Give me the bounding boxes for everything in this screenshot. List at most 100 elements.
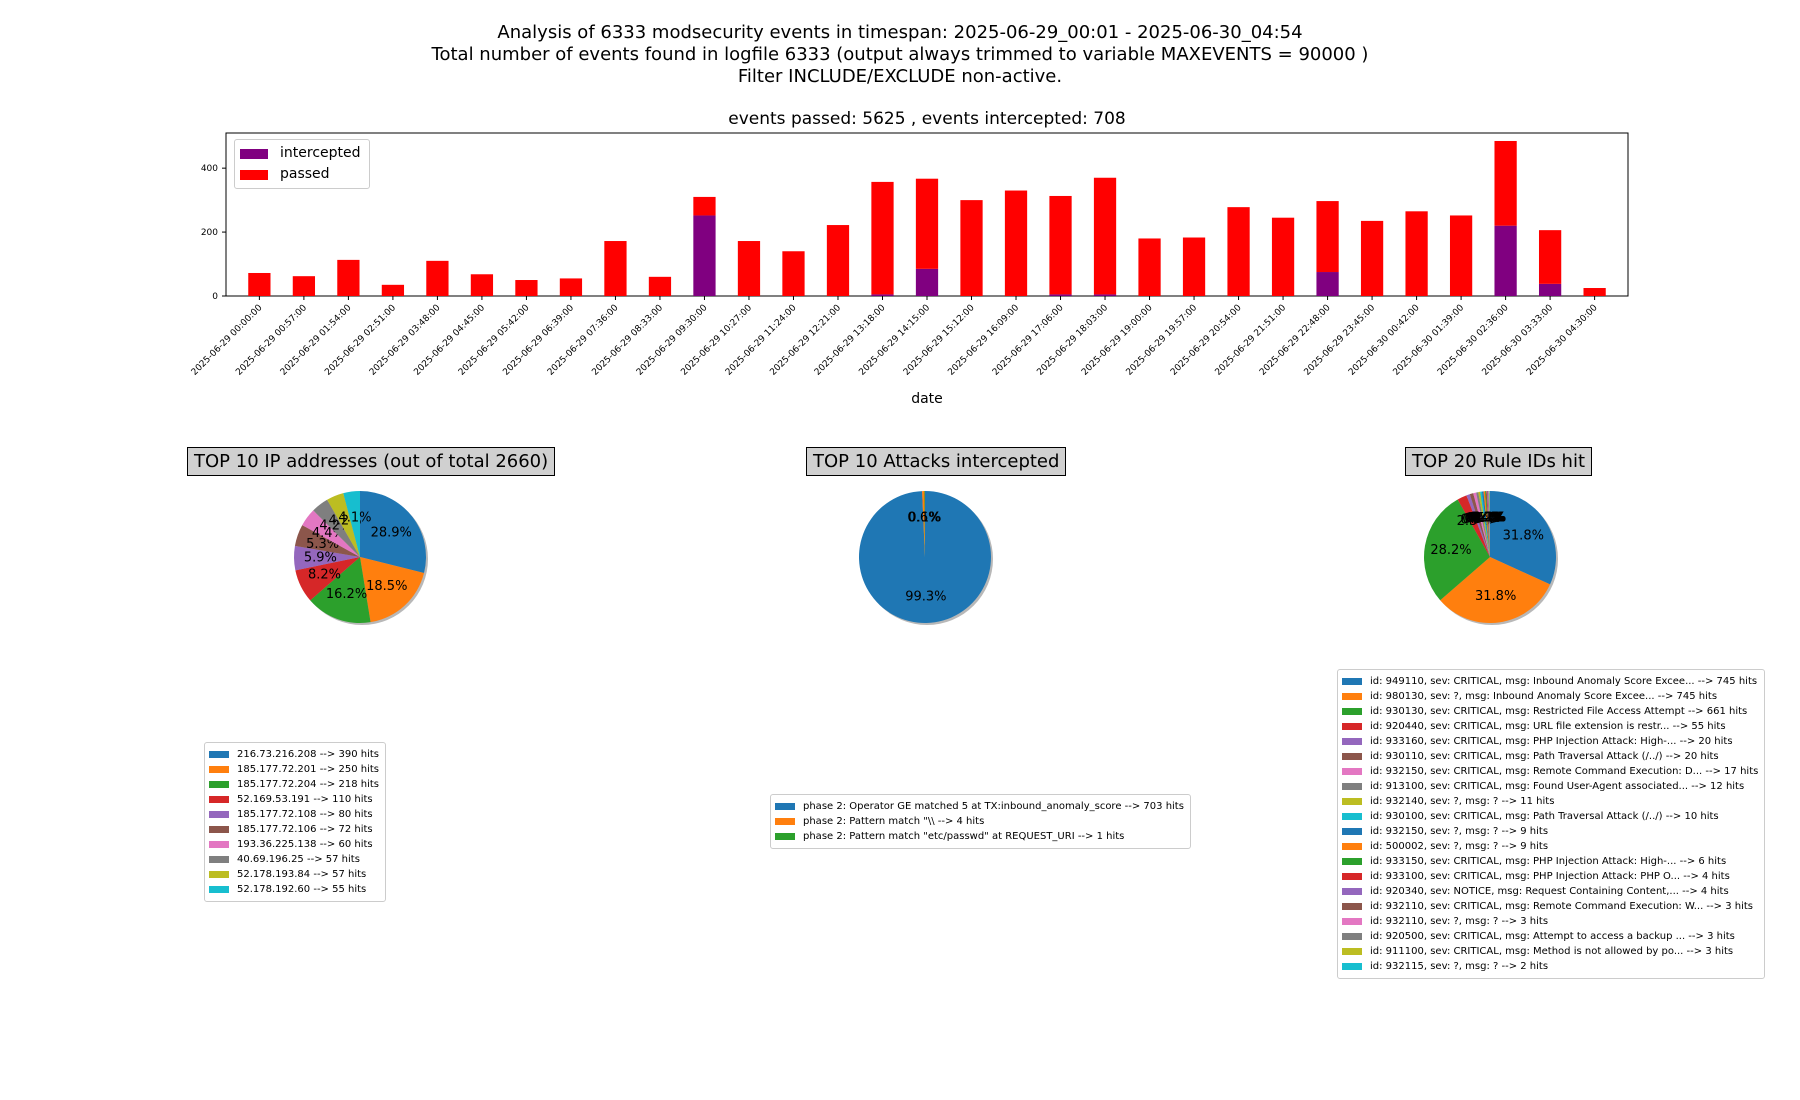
legend-entry: id: 920500, sev: CRITICAL, msg: Attempt … xyxy=(1342,929,1758,944)
legend-entry: id: 932115, sev: ?, msg: ? --> 2 hits xyxy=(1342,959,1758,974)
legend-swatch xyxy=(1342,828,1362,835)
pie-slice-ip xyxy=(327,493,360,557)
legend-label: id: 500002, sev: ?, msg: ? --> 9 hits xyxy=(1370,841,1549,852)
legend-entry: id: 500002, sev: ?, msg: ? --> 9 hits xyxy=(1342,839,1758,854)
legend-entry: 52.178.192.60 --> 55 hits xyxy=(209,882,379,897)
bar-passed xyxy=(1138,238,1161,296)
pie-slice-rules xyxy=(1488,491,1490,557)
legend-entry: phase 2: Pattern match "\\ --> 4 hits xyxy=(775,814,1184,829)
legend-entry: id: 932150, sev: CRITICAL, msg: Remote C… xyxy=(1342,764,1758,779)
pie-slice-rules xyxy=(1487,491,1490,557)
bar-passed xyxy=(559,278,583,296)
legend-entry: 216.73.216.208 --> 390 hits xyxy=(209,747,379,762)
pie-slice-rules xyxy=(1480,491,1490,557)
pie-slice-rules xyxy=(1481,491,1490,557)
legend-entry: id: 920340, sev: NOTICE, msg: Request Co… xyxy=(1342,884,1758,899)
legend-swatch xyxy=(209,811,229,818)
legend-swatch xyxy=(1342,918,1362,925)
legend-entry: id: 980130, sev: ?, msg: Inbound Anomaly… xyxy=(1342,689,1758,704)
legend-swatch xyxy=(1342,873,1362,880)
pie-slice-rules xyxy=(1466,494,1490,557)
bar-passed xyxy=(292,276,316,296)
legend-label-intercepted: intercepted xyxy=(280,145,361,161)
legend-label: id: 920440, sev: CRITICAL, msg: URL file… xyxy=(1370,721,1726,732)
legend-label: id: 913100, sev: CRITICAL, msg: Found Us… xyxy=(1370,781,1745,792)
legend-entry: id: 932110, sev: CRITICAL, msg: Remote C… xyxy=(1342,899,1758,914)
x-axis-label: date xyxy=(911,391,943,407)
pie-pct-label-ip: 8.2% xyxy=(308,568,341,583)
pie-legend-attacks: phase 2: Operator GE matched 5 at TX:inb… xyxy=(770,794,1191,849)
bar-passed xyxy=(470,274,494,296)
legend-entry: 185.177.72.204 --> 218 hits xyxy=(209,777,379,792)
legend-swatch xyxy=(1342,678,1362,685)
pie-slice-rules xyxy=(1457,495,1490,557)
pie-slice-ip xyxy=(313,499,360,557)
bar-passed xyxy=(1360,220,1384,296)
bar-passed xyxy=(737,241,761,296)
legend-entry: 40.69.196.25 --> 57 hits xyxy=(209,852,379,867)
pie-slice-ip xyxy=(360,491,426,574)
pie-slice-rules xyxy=(1485,491,1490,557)
legend-entry: phase 2: Operator GE matched 5 at TX:inb… xyxy=(775,799,1184,814)
bar-chart-legend: intercepted passed xyxy=(234,139,370,189)
legend-entry: id: 920440, sev: CRITICAL, msg: URL file… xyxy=(1342,719,1758,734)
y-tick-label: 0 xyxy=(212,292,218,302)
legend-label: 52.178.192.60 --> 55 hits xyxy=(237,884,367,895)
legend-entry: id: 932140, sev: ?, msg: ? --> 11 hits xyxy=(1342,794,1758,809)
bar-passed xyxy=(1182,237,1206,296)
legend-swatch xyxy=(209,871,229,878)
bar-intercepted xyxy=(1093,294,1117,296)
legend-entry: id: 913100, sev: CRITICAL, msg: Found Us… xyxy=(1342,779,1758,794)
legend-entry: id: 933150, sev: CRITICAL, msg: PHP Inje… xyxy=(1342,854,1758,869)
legend-entry: id: 932150, sev: ?, msg: ? --> 9 hits xyxy=(1342,824,1758,839)
legend-swatch xyxy=(1342,768,1362,775)
legend-entry: id: 933160, sev: CRITICAL, msg: PHP Inje… xyxy=(1342,734,1758,749)
bar-passed xyxy=(1316,201,1339,273)
legend-swatch xyxy=(775,833,795,840)
header-line-1: Analysis of 6333 modsecurity events in t… xyxy=(497,22,1303,43)
pie-pct-label-attacks: 0.1% xyxy=(908,510,941,525)
report-header: Analysis of 6333 modsecurity events in t… xyxy=(0,22,1800,88)
legend-label: id: 932110, sev: ?, msg: ? --> 3 hits xyxy=(1370,916,1549,927)
bar-passed xyxy=(826,225,850,296)
pie-pct-label-ip: 5.9% xyxy=(304,551,337,566)
legend-label: id: 920500, sev: CRITICAL, msg: Attempt … xyxy=(1370,931,1735,942)
legend-swatch xyxy=(209,781,229,788)
bar-passed xyxy=(1583,288,1606,296)
pie-slice-rules xyxy=(1424,499,1490,601)
legend-swatch xyxy=(1342,723,1362,730)
pie-pct-label-ip: 4.1% xyxy=(338,511,371,526)
bar-passed xyxy=(381,284,405,296)
pie-slice-rules xyxy=(1476,492,1490,557)
legend-label: id: 932115, sev: ?, msg: ? --> 2 hits xyxy=(1370,961,1549,972)
legend-entry: 185.177.72.106 --> 72 hits xyxy=(209,822,379,837)
legend-swatch xyxy=(209,796,229,803)
legend-label: id: 930110, sev: CRITICAL, msg: Path Tra… xyxy=(1370,751,1719,762)
pie-pct-label-rules: 0.3% xyxy=(1471,510,1504,525)
pie-slice-ip xyxy=(294,545,360,571)
legend-label: phase 2: Operator GE matched 5 at TX:inb… xyxy=(803,801,1184,812)
header-line-2: Total number of events found in logfile … xyxy=(431,44,1369,65)
bar-passed xyxy=(426,260,449,296)
bar-intercepted xyxy=(1316,272,1339,296)
bar-passed xyxy=(248,272,271,296)
pie-slice-ip xyxy=(294,525,360,557)
legend-entry: id: 933100, sev: CRITICAL, msg: PHP Inje… xyxy=(1342,869,1758,884)
legend-swatch xyxy=(1342,783,1362,790)
bar-passed xyxy=(337,259,360,296)
legend-entry: id: 932110, sev: ?, msg: ? --> 3 hits xyxy=(1342,914,1758,929)
bar-intercepted xyxy=(1049,294,1072,296)
pie-pct-label-rules: 0.5% xyxy=(1467,511,1500,526)
bar-passed xyxy=(960,200,983,296)
legend-entry: 185.177.72.201 --> 250 hits xyxy=(209,762,379,777)
bar-passed xyxy=(1405,211,1428,296)
pie-slice-rules xyxy=(1486,491,1490,557)
legend-label: 185.177.72.204 --> 218 hits xyxy=(237,779,379,790)
pie-slice-ip xyxy=(295,557,360,601)
bar-passed xyxy=(693,196,716,216)
bar-intercepted xyxy=(871,294,894,296)
bar-passed xyxy=(1538,230,1562,284)
legend-swatch xyxy=(1342,858,1362,865)
pie-pct-label-ip: 16.2% xyxy=(326,587,367,602)
